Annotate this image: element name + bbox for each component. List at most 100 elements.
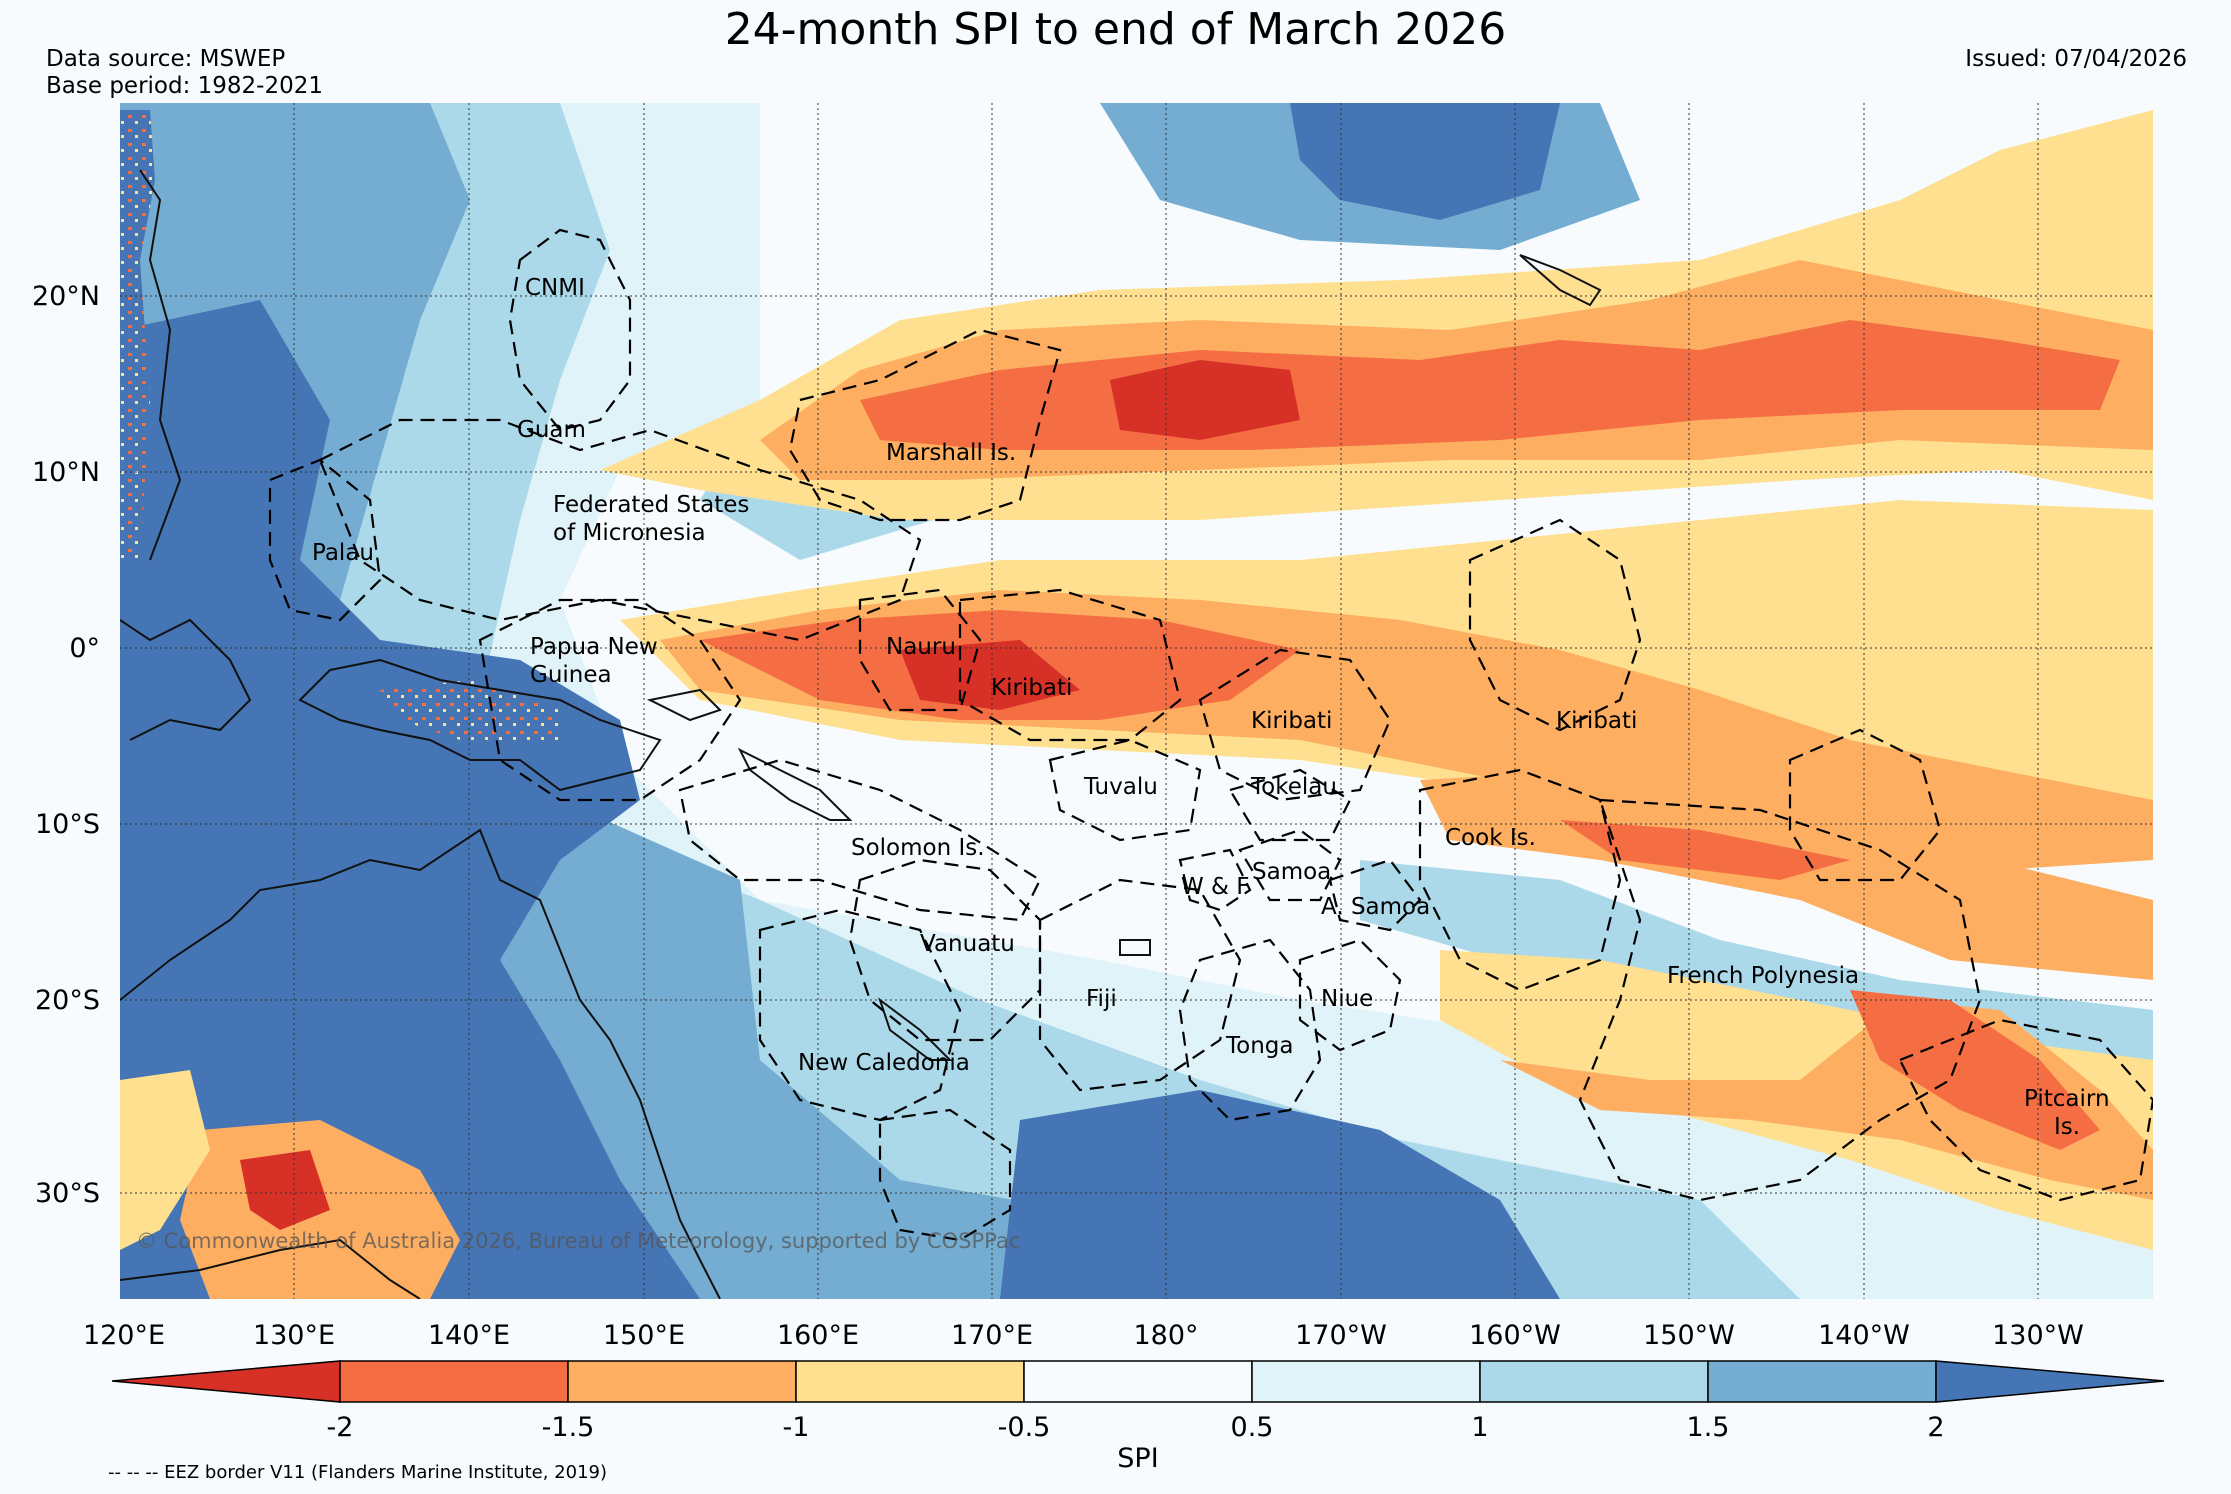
label-kiribati-line: Kiribati: [1556, 708, 1637, 734]
lon-tick: 140°E: [428, 1320, 510, 1351]
colorbar-tick: -1: [783, 1412, 810, 1443]
label-french-polynesia: French Polynesia: [1667, 963, 1859, 989]
map-title: 24-month SPI to end of March 2026: [724, 4, 1507, 55]
coast-fiji: [1119, 939, 1151, 956]
dry-band-north-extreme: [1110, 360, 1300, 440]
eez-norfolk: [878, 1108, 1012, 1242]
coast-new-caledonia: [878, 997, 953, 1061]
eez-png: [478, 598, 742, 802]
eez-cook: [1418, 768, 1622, 992]
eez-fiji: [1038, 878, 1242, 1092]
label-solomon: Solomon Is.: [851, 835, 985, 861]
eez-tonga: [1178, 938, 1322, 1122]
coast-new-guinea: [298, 658, 662, 792]
eez-micronesia: [318, 418, 922, 642]
dry-equatorial-extreme: [900, 640, 1080, 710]
png-highlands-mixed: [380, 680, 560, 740]
label-fiji: Fiji: [1086, 986, 1117, 1012]
colorbar-tick: -1.5: [542, 1412, 595, 1443]
label-guam: Guam: [517, 417, 586, 443]
gridlines: [120, 103, 2153, 1299]
eez-cnmi: [508, 228, 632, 432]
colorbar-moderate-wet: [1479, 1360, 1709, 1403]
coast-australia-south: [120, 1238, 421, 1299]
label-tuvalu: Tuvalu: [1083, 774, 1158, 800]
lat-tick: 30°S: [35, 1178, 100, 1209]
lon-tick: 180°: [1133, 1320, 1198, 1351]
wet-region-north-pacific-core: [1290, 103, 1560, 220]
eez-palau: [268, 458, 382, 622]
eez-tokelau: [1228, 768, 1352, 842]
colorbar-near-normal: [1023, 1360, 1253, 1403]
lat-tick: 20°S: [35, 985, 100, 1016]
label-niue: Niue: [1321, 986, 1373, 1012]
colorbar-severe-dry: [339, 1360, 569, 1403]
colorbar-tick: 2: [1927, 1412, 1944, 1443]
colorbar-tick: 1: [1471, 1412, 1488, 1443]
label-micronesia: Federated States of Micronesia: [553, 492, 749, 546]
label-png: Papua New Guinea: [530, 634, 658, 688]
lon-tick: 170°E: [951, 1320, 1033, 1351]
colorbar-mild-wet: [1251, 1360, 1481, 1403]
label-vanuatu: Vanuatu: [920, 931, 1015, 957]
lon-tick: 130°E: [253, 1320, 335, 1351]
wet-region-tasman: [1000, 1090, 1560, 1299]
lon-ticks: 120°E 130°E 140°E 150°E 160°E 170°E 180°…: [83, 1320, 2084, 1351]
label-nauru: Nauru: [886, 634, 956, 660]
base-period: Base period: 1982-2021: [46, 73, 324, 99]
label-tokelau: Tokelau: [1250, 774, 1337, 800]
label-marshall: Marshall Is.: [886, 440, 1016, 466]
coast-philippines: [139, 169, 182, 561]
eez-marshall: [788, 328, 1062, 522]
colorbar-mild-dry: [795, 1360, 1025, 1403]
label-wallis-futuna: W & F: [1181, 874, 1250, 900]
label-palau: Palau: [312, 540, 374, 566]
label-tonga: Tonga: [1225, 1033, 1293, 1059]
colorbar-severe-wet: [1707, 1360, 1937, 1403]
philippines-mixed: [120, 110, 155, 560]
label-kiribati-gilbert: Kiribati: [991, 675, 1072, 701]
eez-new-caledonia: [758, 908, 962, 1122]
lon-tick: 150°E: [603, 1320, 685, 1351]
data-info: Data source: MSWEP Base period: 1982-202…: [46, 46, 323, 100]
label-samoa: Samoa: [1252, 859, 1331, 885]
colorbar-extreme-wet: [1935, 1360, 2165, 1403]
lat-tick: 0°: [69, 633, 100, 664]
eez-american-samoa: [1328, 858, 1422, 932]
eez-kiribati-line: [1468, 518, 1642, 732]
lon-tick: 160°W: [1469, 1320, 1561, 1351]
lon-tick: 160°E: [777, 1320, 859, 1351]
region-labels: CNMI Guam Marshall Is. Federated States o…: [312, 275, 2110, 1140]
label-cnmi: CNMI: [525, 275, 585, 301]
coast-borneo-sulawesi: [120, 618, 252, 741]
eez-niue: [1298, 938, 1402, 1052]
eez-pitcairn: [1898, 1018, 2153, 1202]
lon-tick: 150°W: [1643, 1320, 1735, 1351]
eez-kiribati-phoenix: [1198, 648, 1392, 802]
coast-new-britain: [646, 688, 722, 722]
wet-region-australia: [120, 300, 700, 1299]
map-panel: CNMI Guam Marshall Is. Federated States o…: [120, 103, 2153, 1299]
dry-south-west-corner-severe: [240, 1150, 330, 1230]
eez-vanuatu: [848, 858, 1042, 1042]
colorbar-ticks: -2 -1.5 -1 -0.5 0.5 1 1.5 2 SPI: [327, 1412, 1945, 1474]
colorbar-extreme-dry: [111, 1360, 341, 1403]
label-pitcairn: Pitcairn Is.: [2024, 1086, 2110, 1140]
lat-tick: 20°N: [32, 281, 100, 312]
coast-australia: [120, 828, 721, 1299]
lon-tick: 170°W: [1295, 1320, 1387, 1351]
label-kiribati-phoenix: Kiribati: [1251, 708, 1332, 734]
lat-tick: 10°N: [32, 457, 100, 488]
eez-footnote: -- -- -- EEZ border V11 (Flanders Marine…: [108, 1462, 608, 1483]
coastlines: [120, 169, 1602, 1299]
eez-marquesas: [1788, 728, 1942, 882]
label-cook: Cook Is.: [1445, 825, 1536, 851]
eez-french-polynesia: [1578, 798, 1982, 1202]
colorbar-tick: 0.5: [1231, 1412, 1274, 1443]
eez-borders: [268, 228, 2153, 1242]
colorbar-moderate-dry: [567, 1360, 797, 1403]
dry-south-central-severe: [1560, 820, 1850, 880]
issued-date: Issued: 07/04/2026: [1965, 46, 2187, 72]
dry-australia-interior: [120, 1070, 210, 1250]
